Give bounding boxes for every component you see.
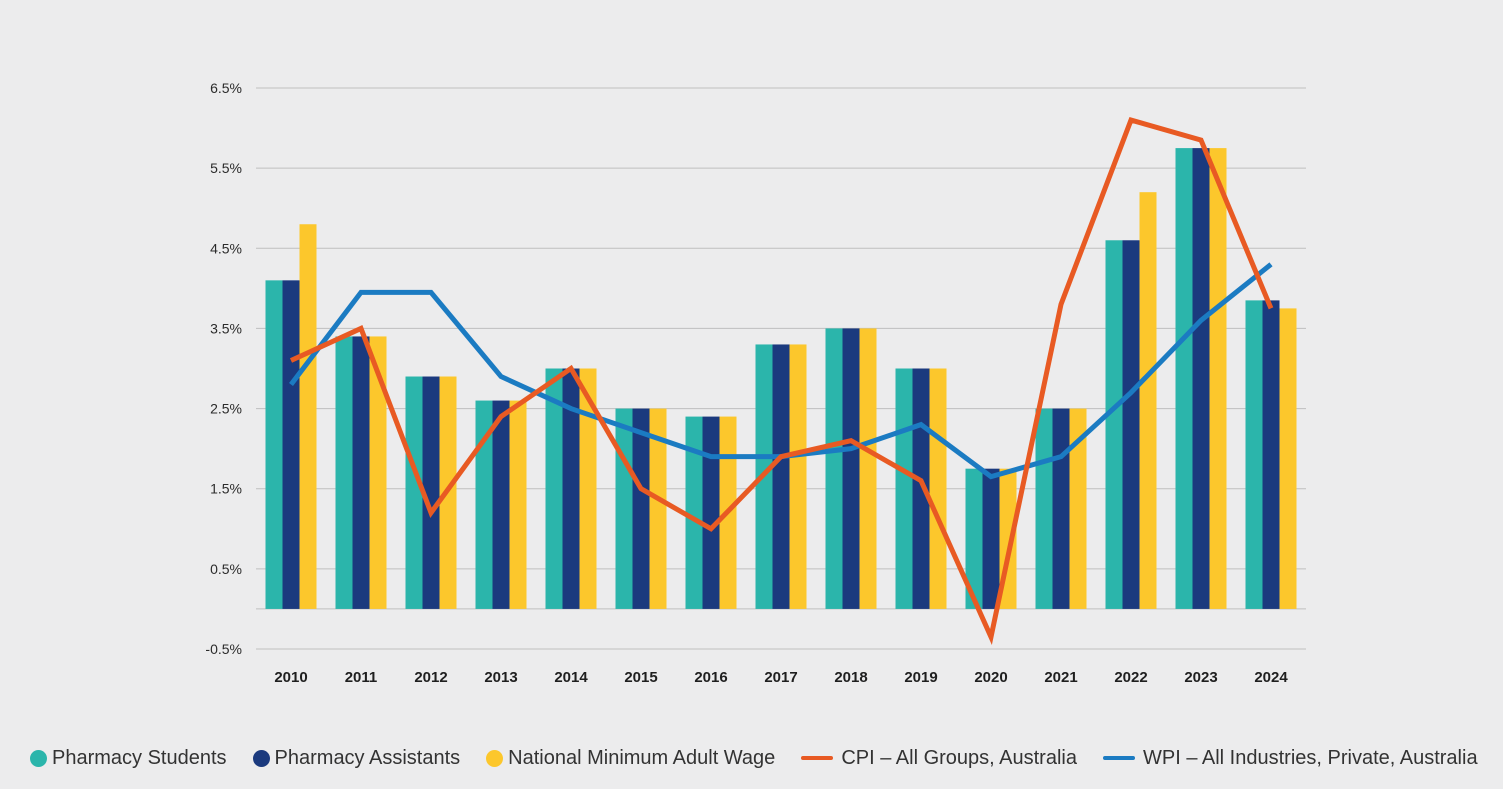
y-tick-label: 1.5% xyxy=(210,481,242,497)
legend-item-cpi: CPI – All Groups, Australia xyxy=(801,747,1077,770)
y-tick-label: 5.5% xyxy=(210,160,242,176)
bar-students-2018 xyxy=(826,328,843,609)
bar-students-2024 xyxy=(1246,300,1263,609)
bar-assistants-2016 xyxy=(703,417,720,609)
bar-minimum_wage-2023 xyxy=(1210,148,1227,609)
legend-label: WPI – All Industries, Private, Australia xyxy=(1143,747,1478,770)
y-tick-label: 6.5% xyxy=(210,80,242,96)
bar-assistants-2011 xyxy=(353,336,370,608)
legend-marker-cpi xyxy=(801,756,833,760)
bar-assistants-2024 xyxy=(1263,300,1280,609)
wage-comparison-chart: 6.5%5.5%4.5%3.5%2.5%1.5%0.5%-0.5% 2010 20… xyxy=(0,0,1503,789)
bar-minimum_wage-2019 xyxy=(930,369,947,609)
y-tick-label: 0.5% xyxy=(210,561,242,577)
bar-students-2012 xyxy=(406,377,423,609)
bar-students-2016 xyxy=(686,417,703,609)
legend-label: CPI – All Groups, Australia xyxy=(841,747,1077,770)
y-tick-label: 3.5% xyxy=(210,320,242,336)
y-tick-label: 2.5% xyxy=(210,401,242,417)
legend-item-pharmacy-students: Pharmacy Students xyxy=(30,747,227,770)
bar-assistants-2010 xyxy=(283,280,300,609)
x-tick-label: 2011 xyxy=(345,669,378,686)
legend-label: National Minimum Adult Wage xyxy=(508,747,775,770)
legend-marker-minimum-wage xyxy=(486,750,503,767)
legend-item-national-minimum-adult-wage: National Minimum Adult Wage xyxy=(486,747,775,770)
x-tick-label: 2023 xyxy=(1184,669,1217,686)
bar-students-2015 xyxy=(616,409,633,609)
legend-marker-students xyxy=(30,750,47,767)
bar-minimum_wage-2024 xyxy=(1280,308,1297,609)
legend-label: Pharmacy Students xyxy=(52,747,227,770)
bar-assistants-2021 xyxy=(1053,409,1070,609)
bar-students-2023 xyxy=(1176,148,1193,609)
bar-assistants-2022 xyxy=(1123,240,1140,609)
x-tick-label: 2019 xyxy=(904,669,937,686)
bar-minimum_wage-2018 xyxy=(860,328,877,609)
x-tick-label: 2018 xyxy=(834,669,867,686)
bar-minimum_wage-2010 xyxy=(300,224,317,609)
x-tick-label: 2015 xyxy=(624,669,657,686)
x-tick-label: 2021 xyxy=(1044,669,1077,686)
bar-minimum_wage-2013 xyxy=(510,401,527,609)
x-tick-label: 2013 xyxy=(484,669,517,686)
x-tick-label: 2010 xyxy=(274,669,307,686)
bar-students-2022 xyxy=(1106,240,1123,609)
y-tick-label: 4.5% xyxy=(210,240,242,256)
x-tick-label: 2014 xyxy=(554,669,588,686)
legend-marker-assistants xyxy=(253,750,270,767)
bar-assistants-2023 xyxy=(1193,148,1210,609)
x-tick-label: 2012 xyxy=(414,669,447,686)
bar-assistants-2017 xyxy=(773,344,790,608)
y-tick-label: -0.5% xyxy=(205,641,242,657)
chart-legend: Pharmacy Students Pharmacy Assistants Na… xyxy=(30,744,1503,772)
legend-item-pharmacy-assistants: Pharmacy Assistants xyxy=(253,747,461,770)
x-axis: 2010 2011 2012 2013 2014 2015 2016 2017 2018 2019… xyxy=(274,669,1288,686)
bar-assistants-2013 xyxy=(493,401,510,609)
legend-label: Pharmacy Assistants xyxy=(275,747,461,770)
bar-assistants-2015 xyxy=(633,409,650,609)
y-axis: 6.5% 5.5% 4.5% 3.5% 2.5% 1.5% 0.5% -0.5% xyxy=(205,80,242,657)
bar-students-2011 xyxy=(336,336,353,608)
legend-item-wpi: WPI – All Industries, Private, Australia xyxy=(1103,747,1478,770)
bar-students-2019 xyxy=(896,369,913,609)
legend-marker-wpi xyxy=(1103,756,1135,760)
bar-assistants-2020 xyxy=(983,469,1000,609)
bar-students-2010 xyxy=(266,280,283,609)
bar-minimum_wage-2017 xyxy=(790,344,807,608)
bar-students-2021 xyxy=(1036,409,1053,609)
bar-minimum_wage-2022 xyxy=(1140,192,1157,609)
x-tick-label: 2024 xyxy=(1254,669,1288,686)
bar-assistants-2018 xyxy=(843,328,860,609)
x-tick-label: 2020 xyxy=(974,669,1007,686)
x-tick-label: 2017 xyxy=(764,669,797,686)
x-tick-label: 2022 xyxy=(1114,669,1147,686)
x-tick-label: 2016 xyxy=(694,669,727,686)
